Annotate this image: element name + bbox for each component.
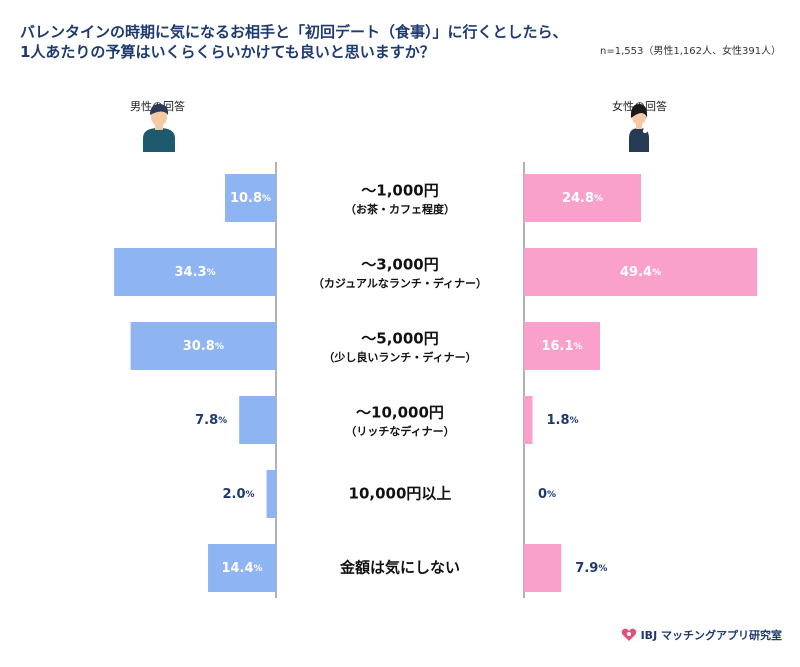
category-label-4: 10,000円以上 <box>349 485 452 503</box>
male-bar-0 <box>225 174 276 222</box>
category-label-1: 〜3,000円 <box>361 256 438 274</box>
category-label-2: 〜5,000円 <box>361 330 438 348</box>
female-value-label-5: 7.9% <box>575 561 607 576</box>
male-bar-4 <box>266 470 276 518</box>
female-person-icon <box>629 104 649 152</box>
female-bar-1 <box>524 248 758 296</box>
title-line-2: 1人あたりの予算はいくらくらいかけても良いと思いますか？ <box>20 43 435 61</box>
chart-title: バレンタインの時期に気になるお相手と「初回デート（食事）」に行くとしたら、 1人… <box>20 22 620 62</box>
female-bar-2 <box>524 322 600 370</box>
female-bar-0 <box>524 174 642 222</box>
male-value-label-4: 2.0% <box>222 487 254 502</box>
category-label-5: 金額は気にしない <box>339 559 460 577</box>
female-value-label-2: 16.1% <box>541 339 582 354</box>
male-value-label-1: 34.3% <box>174 265 215 280</box>
sample-size-note: n=1,553（男性1,162人、女性391人） <box>600 46 782 57</box>
female-value-label-1: 49.4% <box>620 265 661 280</box>
male-person-icon <box>143 104 175 152</box>
male-bar-5 <box>208 544 276 592</box>
female-bar-5 <box>524 544 562 592</box>
female-value-label-4: 0% <box>538 487 556 502</box>
category-sublabel-2: （少し良いランチ・ディナー） <box>323 350 476 364</box>
footer-brand: IBJ マッチングアプリ研究室 <box>621 627 782 643</box>
male-bar-3 <box>239 396 276 444</box>
female-value-label-3: 1.8% <box>546 413 578 428</box>
category-sublabel-1: （カジュアルなランチ・ディナー） <box>313 276 487 290</box>
footer-brand-text: IBJ マッチングアプリ研究室 <box>640 629 782 642</box>
category-sublabel-0: （お茶・カフェ程度） <box>345 202 455 216</box>
female-bar-3 <box>524 396 533 444</box>
category-label-0: 〜1,000円 <box>361 182 438 200</box>
male-value-label-2: 30.8% <box>183 339 224 354</box>
title-line-1: バレンタインの時期に気になるお相手と「初回デート（食事）」に行くとしたら、 <box>20 23 568 41</box>
category-sublabel-3: （リッチなディナー） <box>345 424 454 438</box>
heart-logo-icon <box>621 628 636 641</box>
male-value-label-0: 10.8% <box>230 191 271 206</box>
male-value-label-3: 7.8% <box>195 413 227 428</box>
male-bar-2 <box>130 322 276 370</box>
female-value-label-0: 24.8% <box>562 191 603 206</box>
category-label-3: 〜10,000円 <box>356 404 444 422</box>
male-value-label-5: 14.4% <box>221 561 262 576</box>
male-bar-1 <box>114 248 276 296</box>
